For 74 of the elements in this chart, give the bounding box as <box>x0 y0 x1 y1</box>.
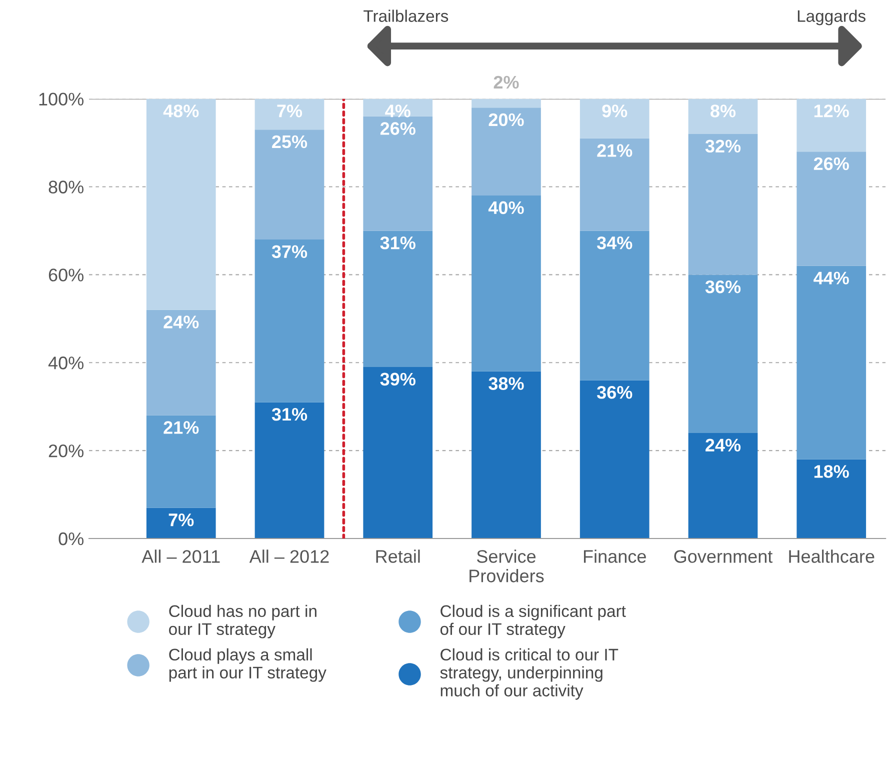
data-label: 44% <box>814 272 849 284</box>
bar <box>796 152 866 266</box>
bar <box>146 98 216 310</box>
bar <box>254 130 324 240</box>
data-label: 7% <box>277 104 302 118</box>
data-label: 36% <box>705 280 741 294</box>
data-label: 25% <box>272 135 308 148</box>
bar <box>580 380 650 538</box>
bar <box>472 98 541 108</box>
legend-label: Cloud has no part in our IT strategy <box>169 604 316 638</box>
text: Laggards <box>798 10 866 26</box>
x-tick-label: Finance <box>584 550 646 563</box>
bar <box>146 415 216 508</box>
y-tick-label: 100% <box>39 92 84 106</box>
bar <box>146 310 216 416</box>
x-tick-label: All – 2012 <box>249 550 329 563</box>
x-tick-label: Government <box>674 550 773 563</box>
bar <box>254 240 324 402</box>
data-label: 7% <box>168 514 194 526</box>
legend-label: Cloud plays a small part in our IT strategy <box>169 648 326 682</box>
data-label: 24% <box>706 438 741 452</box>
x-tick-label: Service Providers <box>470 550 544 582</box>
bar <box>796 459 866 538</box>
data-label: 24% <box>164 316 199 328</box>
data-label: 21% <box>597 144 632 157</box>
data-label: 40% <box>488 201 524 214</box>
legend-label: Cloud is a significant part of our IT strategy <box>440 604 626 638</box>
data-label: 36% <box>596 386 632 399</box>
bar <box>254 98 324 130</box>
bar <box>472 108 541 196</box>
bar <box>363 367 433 538</box>
bar <box>580 98 650 138</box>
data-label: 38% <box>488 377 524 390</box>
bar <box>688 134 758 275</box>
data-label: 31% <box>272 408 308 421</box>
bar <box>688 274 758 433</box>
data-label: 21% <box>164 421 199 434</box>
bar <box>472 196 541 372</box>
data-label: 8% <box>710 104 736 118</box>
data-label: 32% <box>705 140 741 153</box>
x-tick-label: All – 2011 <box>142 550 220 563</box>
y-tick-label: 0% <box>58 532 84 546</box>
bar <box>254 402 324 538</box>
bar <box>796 266 866 460</box>
bar <box>580 138 650 231</box>
data-label: 20% <box>488 113 524 126</box>
bar <box>472 371 541 538</box>
y-tick-label: 40% <box>48 356 84 370</box>
data-label: 18% <box>814 465 849 478</box>
data-label: 26% <box>380 122 416 135</box>
y-tick-label: 20% <box>48 444 84 458</box>
data-label: 26% <box>814 157 849 170</box>
y-tick-label: 80% <box>48 180 84 194</box>
x-tick-label: Healthcare <box>789 550 874 563</box>
y-tick-label: 60% <box>48 268 84 282</box>
bar <box>796 98 866 152</box>
data-label: 2% <box>494 76 519 89</box>
text: Trailblazers <box>364 10 448 22</box>
data-label: 9% <box>602 104 628 118</box>
legend-label: Cloud is critical to our IT strategy, underpinning much of our activity <box>440 648 618 700</box>
data-label: 37% <box>272 245 308 258</box>
x-tick-label: Retail <box>376 550 420 563</box>
bar <box>688 432 758 538</box>
bar <box>146 508 216 538</box>
bar <box>363 116 433 231</box>
bar <box>363 230 433 368</box>
data-label: 39% <box>380 372 416 386</box>
data-label: 34% <box>596 236 632 250</box>
data-label: 48% <box>163 104 199 118</box>
data-label: 31% <box>380 236 416 250</box>
bar <box>580 230 650 380</box>
bar <box>688 98 758 134</box>
data-label: 12% <box>814 104 849 118</box>
data-label: 4% <box>385 104 410 118</box>
